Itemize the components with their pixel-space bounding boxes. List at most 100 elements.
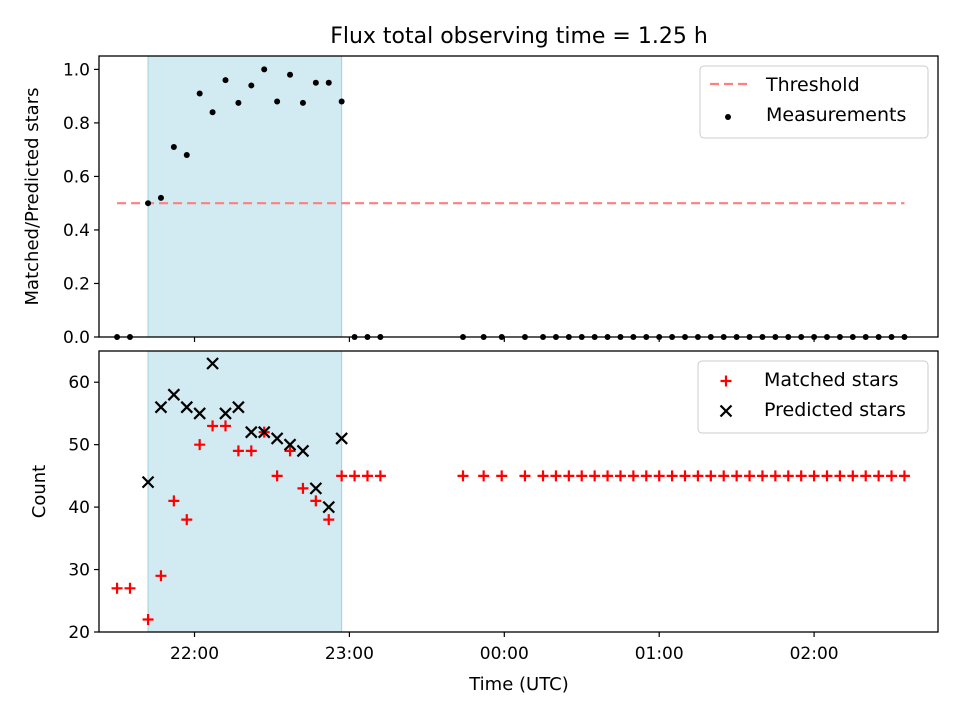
x-tick-label: 23:00 <box>325 644 374 664</box>
x-tick-label: 02:00 <box>790 644 839 664</box>
y-tick-label: 20 <box>68 623 90 643</box>
matched-star-marker <box>124 582 136 594</box>
matched-star-marker <box>550 470 562 482</box>
chart-title: Flux total observing time = 1.25 h <box>330 24 708 49</box>
matched-star-marker <box>589 470 601 482</box>
predicted-star-marker <box>257 425 271 439</box>
matched-star-marker <box>808 470 820 482</box>
predicted-star-marker <box>193 407 206 420</box>
matched-star-marker <box>111 582 123 594</box>
predicted-star-marker <box>141 475 155 489</box>
legend: Matched stars Predicted stars <box>697 360 929 434</box>
legend-label: Threshold <box>765 74 860 96</box>
matched-star-marker <box>756 470 768 482</box>
matched-star-marker <box>349 470 361 482</box>
legend-measurement-swatch <box>725 114 731 120</box>
measurement-point <box>196 90 203 97</box>
predicted-star-marker <box>232 400 245 414</box>
matched-star-marker <box>731 470 743 482</box>
shaded-region <box>147 55 343 338</box>
matched-star-marker <box>873 470 885 482</box>
matched-star-marker <box>297 482 309 494</box>
matched-star-marker <box>821 470 833 482</box>
matched-star-marker <box>705 470 717 482</box>
matched-star-marker <box>496 470 508 482</box>
legend-matched-swatch <box>720 375 732 387</box>
matched-star-marker <box>666 470 678 482</box>
matched-star-marker <box>886 470 898 482</box>
legend-label: Matched stars <box>764 369 898 391</box>
measurement-point <box>170 143 177 150</box>
axes-frame <box>98 350 939 633</box>
matched-star-marker <box>519 470 531 482</box>
matched-star-marker <box>576 470 588 482</box>
measurement-point <box>312 79 319 86</box>
predicted-star-marker <box>309 482 323 495</box>
matched-star-marker <box>232 445 244 457</box>
matched-star-marker <box>194 439 206 451</box>
matched-star-marker <box>627 470 639 482</box>
legend-label: Predicted stars <box>764 399 906 421</box>
measurement-point <box>145 200 152 207</box>
matched-star-marker <box>795 470 807 482</box>
measurement-point <box>274 98 281 105</box>
matched-star-marker <box>653 470 665 482</box>
matched-star-marker <box>718 470 730 482</box>
predicted-star-marker <box>270 432 284 445</box>
matched-star-marker <box>834 470 846 482</box>
legend-box <box>699 65 929 139</box>
y-tick-label: 0.8 <box>63 114 90 134</box>
predicted-star-marker <box>283 438 297 451</box>
matched-star-marker <box>168 495 180 507</box>
y-tick-label: 0.2 <box>63 274 90 294</box>
predicted-star-marker <box>245 425 258 439</box>
predicted-star-marker <box>180 400 194 414</box>
measurement-point <box>222 77 229 84</box>
matched-star-marker <box>181 514 193 526</box>
y-tick-label: 40 <box>68 498 90 518</box>
y-tick-label: 0.4 <box>63 221 90 241</box>
matched-star-marker <box>679 470 691 482</box>
x-tick-label: 01:00 <box>635 644 684 664</box>
predicted-star-marker <box>206 357 219 370</box>
matched-star-marker <box>284 445 296 457</box>
matched-star-marker <box>898 470 910 482</box>
matched-star-marker <box>640 470 652 482</box>
matched-star-marker <box>271 470 283 482</box>
measurement-point <box>261 66 268 73</box>
predicted-star-marker <box>219 407 232 420</box>
matched-star-marker <box>219 420 231 432</box>
matched-star-marker <box>563 470 575 482</box>
matched-star-marker <box>478 470 490 482</box>
y-tick-label: 0.0 <box>63 328 90 348</box>
x-tick-label: 00:00 <box>480 644 529 664</box>
matched-star-marker <box>860 470 872 482</box>
predicted-star-marker <box>167 388 181 401</box>
legend: Threshold Measurements <box>699 65 929 139</box>
matched-star-marker <box>744 470 756 482</box>
bottom-panel: 22:00 23:00 00:00 01:00 02:00 20 30 40 50 60 Count… <box>29 350 939 664</box>
matched-star-marker <box>769 470 781 482</box>
matched-star-marker <box>155 570 167 582</box>
matched-star-marker <box>692 470 704 482</box>
y-axis-label: Matched/Predicted stars <box>22 88 43 306</box>
measurement-point <box>157 194 164 201</box>
measurement-point <box>325 79 332 86</box>
y-tick-label: 1.0 <box>63 60 90 80</box>
matched-star-marker <box>847 470 859 482</box>
measurement-point <box>287 71 294 78</box>
predicted-star-marker <box>154 400 168 414</box>
x-tick-label: 22:00 <box>170 644 219 664</box>
x-axis-label: Time (UTC) <box>468 674 569 695</box>
y-axis-label: Count <box>29 465 50 518</box>
matched-star-marker <box>207 420 219 432</box>
measurement-point <box>235 99 242 106</box>
predicted-star-marker <box>296 444 310 458</box>
shaded-region <box>147 350 343 633</box>
predicted-star-marker <box>322 500 336 514</box>
matched-star-marker <box>336 470 348 482</box>
legend-label: Measurements <box>766 104 906 126</box>
top-panel: 0.0 0.2 0.4 0.6 0.8 1.0 Matched/Predicted star… <box>22 55 939 348</box>
matched-star-marker <box>457 470 469 482</box>
